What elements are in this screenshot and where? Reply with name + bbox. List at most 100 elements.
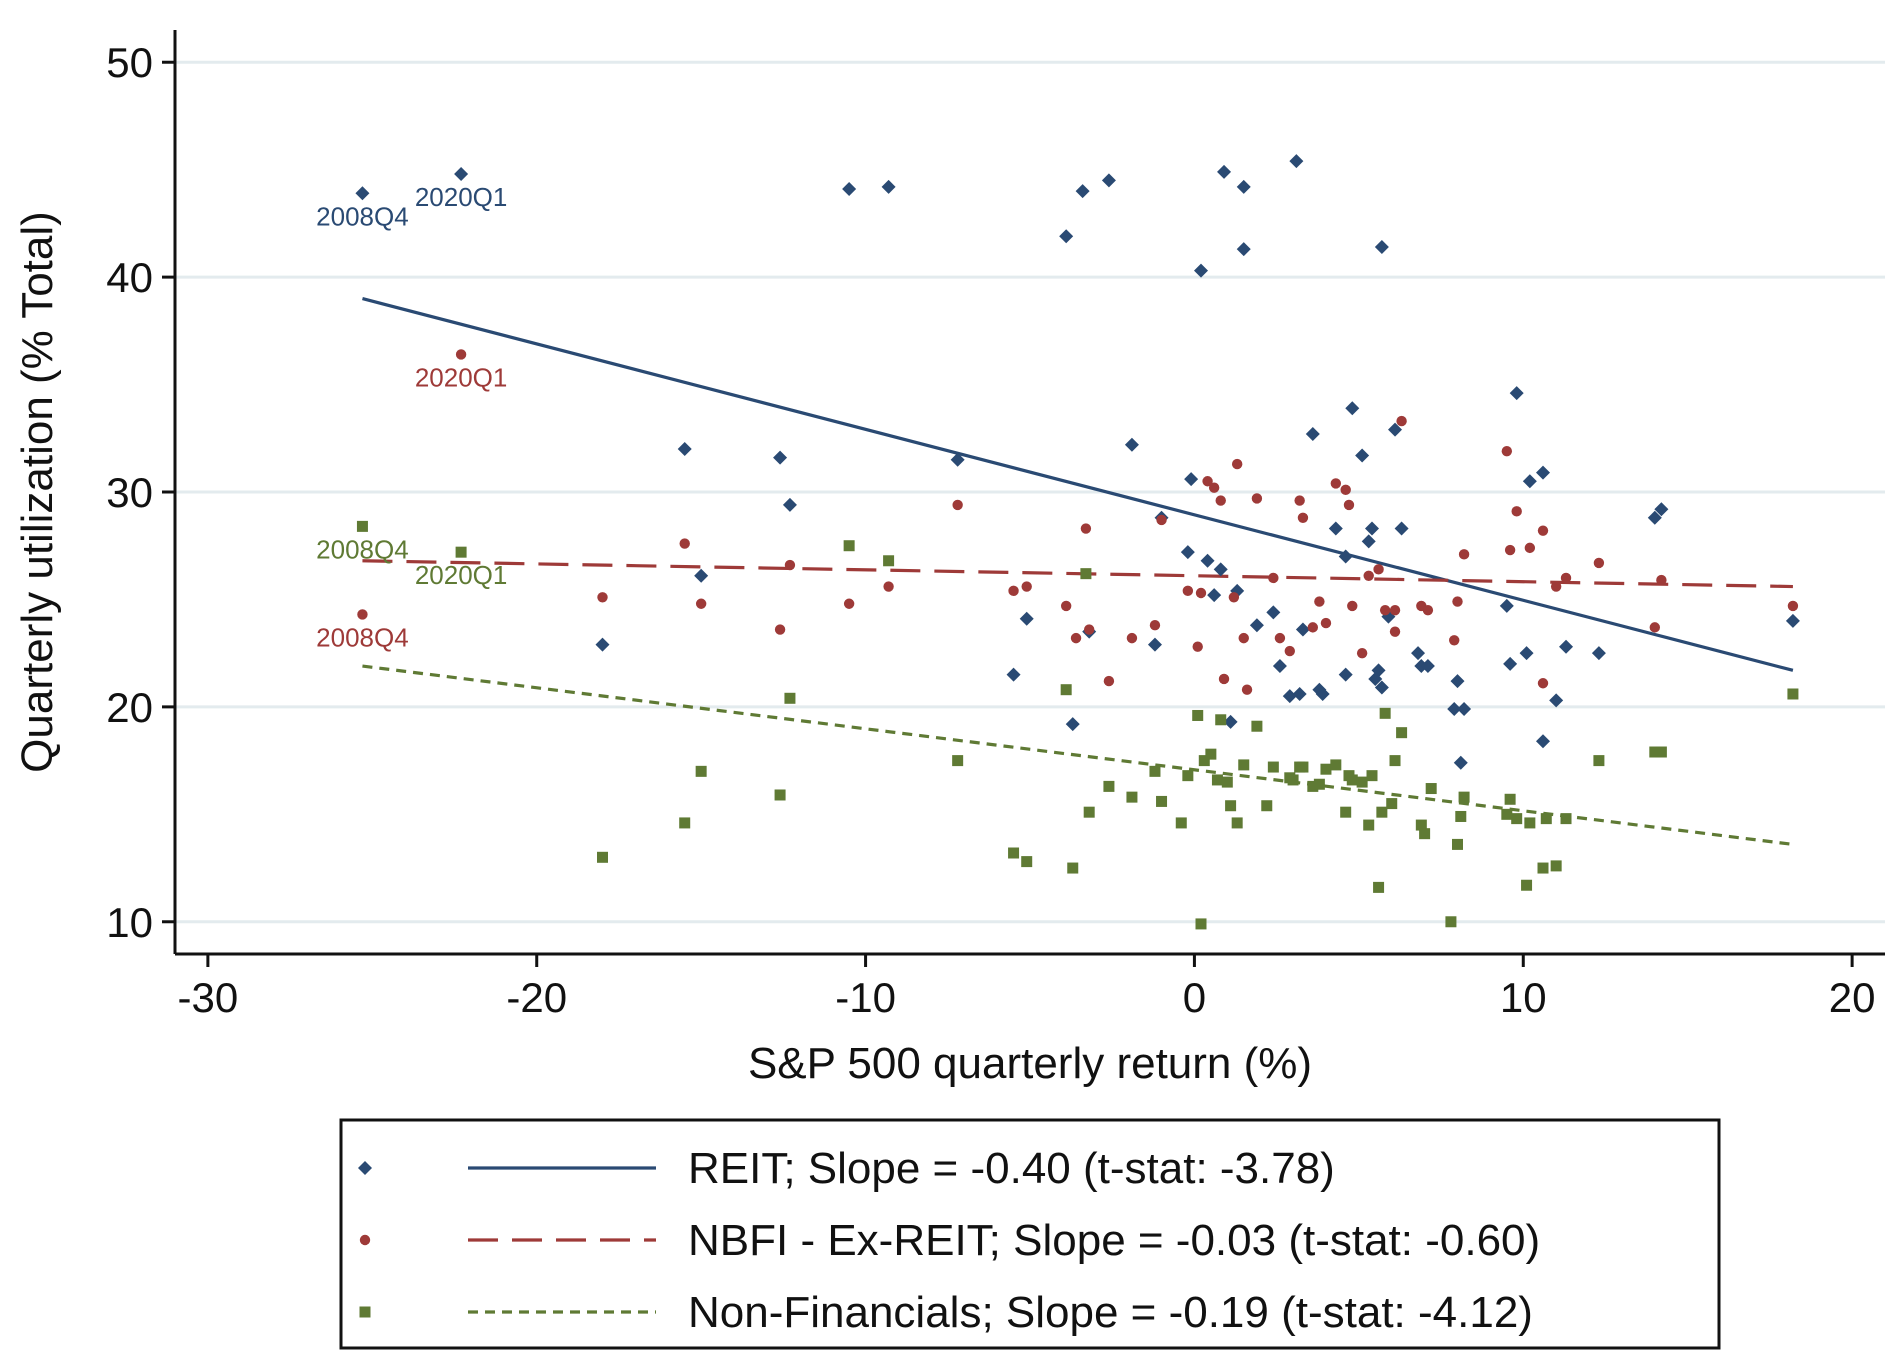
data-point-diamond <box>1065 717 1080 732</box>
data-point-circle <box>1231 458 1243 470</box>
data-point-diamond <box>1394 521 1409 536</box>
data-point-square <box>1419 828 1431 840</box>
data-point-diamond <box>677 442 692 457</box>
data-point-diamond <box>782 497 797 512</box>
data-point-circle <box>695 598 707 609</box>
fit-line-square <box>362 664 1794 846</box>
data-point-circle <box>455 349 467 360</box>
data-point-circle <box>1268 572 1279 584</box>
data-point-square <box>1211 774 1223 786</box>
data-point-square <box>1540 813 1552 825</box>
data-point-circle <box>1787 600 1799 612</box>
data-point-circle <box>1208 482 1220 493</box>
data-point-square <box>1386 798 1398 810</box>
data-point-square <box>1340 806 1352 818</box>
data-point-circle <box>1347 600 1358 612</box>
data-point-diamond <box>1295 622 1310 637</box>
y-tick-label-50: 50 <box>106 39 153 86</box>
data-point-circle <box>1192 641 1203 652</box>
data-point-circle <box>1524 542 1536 554</box>
data-point-circle <box>1389 604 1401 616</box>
data-point-diamond <box>1019 611 1034 626</box>
data-point-diamond <box>842 182 857 197</box>
data-point-square <box>1175 817 1187 829</box>
annotation-label: 2020Q1 <box>415 182 508 212</box>
data-point-square <box>1205 748 1217 760</box>
data-point-square <box>1156 795 1168 807</box>
data-point-square <box>1504 793 1516 805</box>
data-point-circle <box>1274 632 1286 644</box>
data-point-diamond <box>1236 179 1251 194</box>
data-point-diamond <box>1213 562 1228 577</box>
data-point-circle <box>1021 581 1032 592</box>
data-point-circle <box>1649 622 1661 633</box>
data-point-circle <box>1103 675 1115 687</box>
data-point-circle <box>1238 632 1249 644</box>
annotation-label: 2008Q4 <box>316 622 409 652</box>
legend: REIT; Slope = -0.40 (t-stat: -3.78) NBFI … <box>339 1118 1721 1350</box>
data-point-square <box>883 555 895 567</box>
y-axis-title: Quarterly utilization (% Total) <box>13 211 62 773</box>
data-point-circle <box>1379 604 1391 616</box>
annotation-label: 2008Q4 <box>316 534 409 564</box>
data-point-circle <box>952 499 963 511</box>
data-point-square <box>1458 791 1470 803</box>
data-point-circle <box>1458 549 1470 560</box>
data-point-diamond <box>1355 448 1370 463</box>
data-point-diamond <box>1328 521 1343 536</box>
data-point-circle <box>1126 632 1138 644</box>
data-point-circle <box>1356 647 1368 659</box>
data-point-square <box>1373 881 1385 893</box>
data-point-diamond <box>454 166 469 181</box>
data-point-circle <box>784 559 796 571</box>
x-tick-label-0: 0 <box>1183 974 1206 1021</box>
data-point-diamond <box>1654 502 1669 517</box>
data-point-square <box>774 789 786 801</box>
data-point-square <box>1126 791 1138 803</box>
data-point-diamond <box>1200 553 1215 568</box>
annotation-label: 2008Q4 <box>316 201 409 231</box>
data-point-diamond <box>950 452 965 467</box>
data-point-square <box>1376 806 1388 818</box>
data-point-square <box>1080 568 1092 580</box>
data-point-diamond <box>1075 184 1090 199</box>
y-tick-label-30: 30 <box>106 469 153 516</box>
data-point-square <box>1195 918 1207 930</box>
data-point-square <box>679 817 691 829</box>
data-point-square <box>1363 819 1375 831</box>
data-point-diamond <box>1374 240 1389 255</box>
data-point-diamond <box>1124 437 1139 452</box>
x-tick-label--10: -10 <box>835 974 896 1021</box>
data-point-diamond <box>1223 714 1238 729</box>
data-point-square <box>1655 746 1667 758</box>
data-point-circle <box>1070 632 1082 644</box>
data-point-square <box>1182 770 1194 782</box>
data-point-square <box>1238 759 1250 771</box>
data-point-diamond <box>694 568 709 583</box>
axis-ticks: 10 20 30 40 50 -30 -20 -10 0 10 20 <box>106 39 1875 1021</box>
data-point-square <box>1060 684 1072 696</box>
data-point-diamond <box>881 179 896 194</box>
data-point-circle <box>597 592 608 603</box>
x-tick-label-20: 20 <box>1829 974 1876 1021</box>
data-point-circle <box>1218 673 1230 685</box>
data-point-square <box>1425 783 1437 795</box>
data-point-circle <box>1656 574 1667 586</box>
data-point-square <box>1389 755 1401 767</box>
data-point-diamond <box>1536 465 1550 480</box>
data-point-diamond <box>1522 474 1537 489</box>
data-point-diamond <box>1059 229 1074 244</box>
data-point-square <box>784 692 796 704</box>
data-point-circle <box>1083 624 1095 635</box>
y-tick-label-20: 20 <box>106 684 153 731</box>
legend-label: Non-Financials; Slope = -0.19 (t-stat: -… <box>688 1288 1533 1337</box>
data-point-square <box>695 765 707 777</box>
data-point-circle <box>883 581 894 592</box>
data-point-diamond <box>1519 646 1534 661</box>
data-point-circle <box>1593 557 1605 569</box>
data-point-circle <box>1449 635 1460 646</box>
data-point-square <box>1356 776 1368 788</box>
data-point-square <box>1198 755 1210 767</box>
